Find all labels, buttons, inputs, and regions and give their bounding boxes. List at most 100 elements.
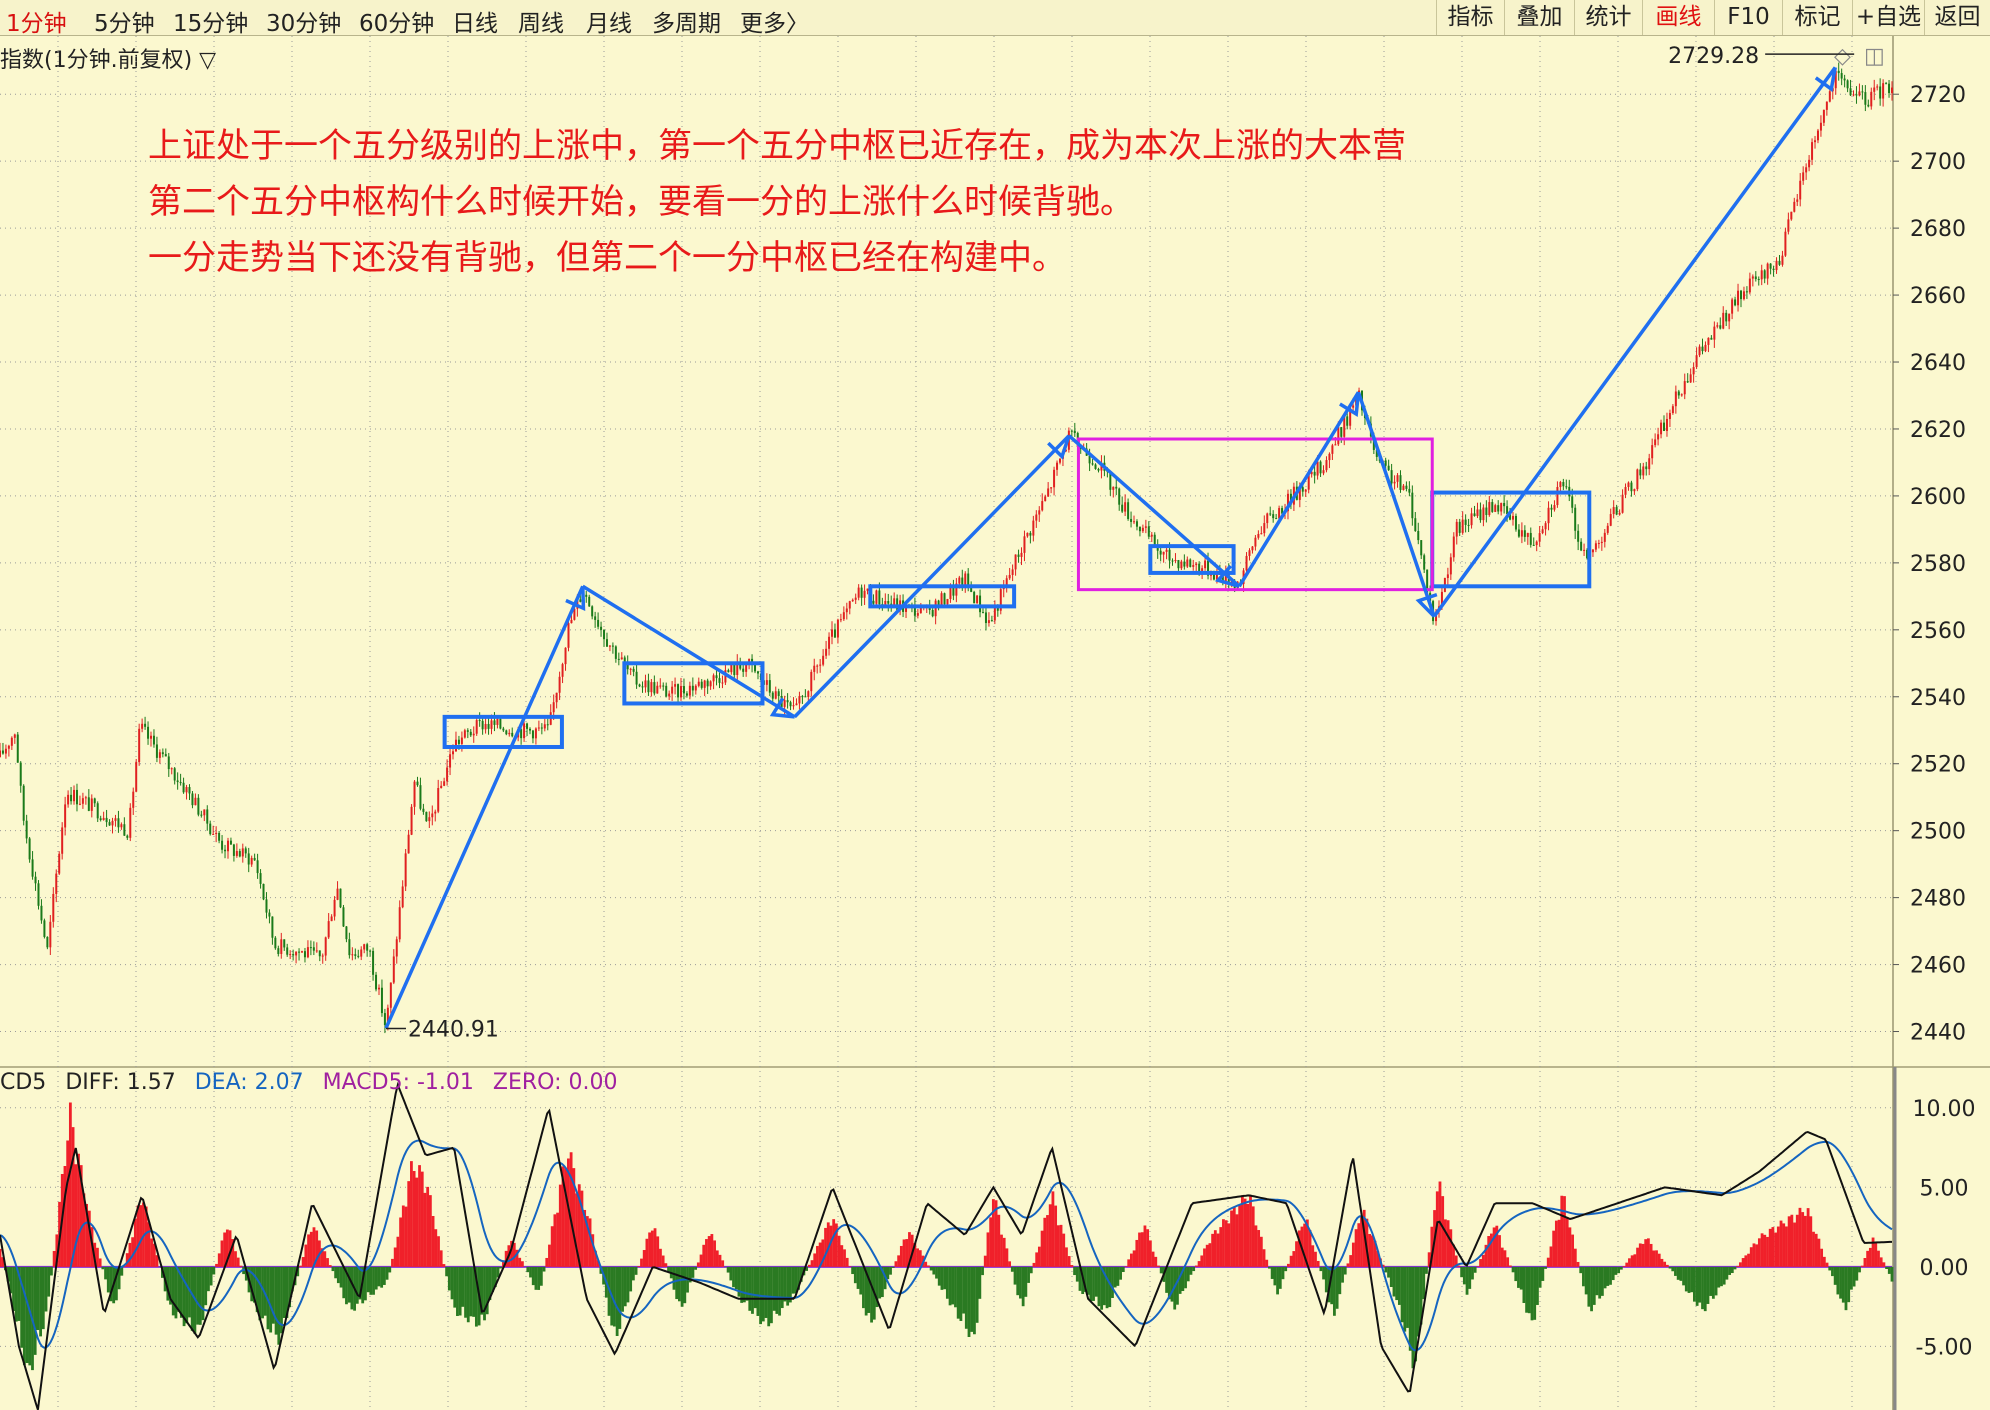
candle-body [226, 840, 229, 852]
timeframe-tab-9[interactable]: 多周期 [652, 11, 721, 37]
tool-button-4[interactable]: 画线 [1642, 0, 1714, 35]
timeframe-tab-7[interactable]: 周线 [518, 11, 564, 37]
candle-body [413, 781, 416, 807]
tool-button-3[interactable]: 统计 [1574, 0, 1642, 35]
candle-body [212, 833, 215, 835]
timeframe-tab-5[interactable]: 60分钟 [359, 11, 435, 37]
candle-body [1278, 508, 1281, 519]
one-min-pivot-box [622, 661, 765, 706]
candle-body [588, 596, 591, 607]
timeframe-tab-2[interactable]: 5分钟 [94, 11, 155, 37]
candle-body [1500, 503, 1503, 512]
candle-body [164, 754, 167, 757]
dea-value: DEA: 2.07 [194, 1070, 304, 1095]
candle-body [363, 944, 366, 950]
candle-body [1325, 460, 1328, 471]
price-tick-label: 2460 [1910, 954, 1966, 979]
candle-body [1855, 94, 1858, 96]
candle-body [591, 606, 594, 617]
price-tick-label: 2560 [1910, 619, 1966, 644]
timeframe-tab-4[interactable]: 30分钟 [266, 11, 342, 37]
candle-body [940, 593, 943, 607]
trend-line [384, 585, 585, 1029]
candle-body [1731, 299, 1734, 314]
candle-body [801, 696, 804, 698]
tool-button-5[interactable]: F10 [1714, 0, 1782, 35]
candle-body [1461, 519, 1464, 533]
tool-button-7[interactable]: +自选 [1852, 0, 1924, 35]
candle-body [836, 619, 839, 638]
candle-body [1514, 515, 1517, 530]
candle-body [1094, 464, 1097, 469]
candle-body [1, 750, 4, 754]
candle-body [703, 680, 706, 688]
candle-body [1298, 487, 1301, 500]
candle-body [623, 657, 626, 664]
price-tick-label: 2640 [1910, 351, 1966, 376]
candle-body [979, 595, 982, 613]
candle-body [1769, 263, 1772, 269]
candle-body [1612, 507, 1615, 515]
timeframe-tab-10[interactable]: 更多〉 [740, 11, 809, 37]
candle-body [292, 954, 295, 956]
candle-body [437, 788, 440, 812]
candle-body [1630, 482, 1633, 492]
tool-button-2[interactable]: 叠加 [1504, 0, 1574, 35]
candle-body [1491, 502, 1494, 512]
candle-body [1260, 533, 1263, 535]
main-chart-title[interactable]: 指数(1分钟.前复权) ▽ [0, 48, 217, 73]
candle-body [1577, 530, 1580, 542]
candle-body [617, 658, 620, 660]
candle-body [1485, 507, 1488, 515]
candle-body [931, 609, 934, 617]
candle-body [271, 916, 274, 938]
candle-body [484, 723, 487, 730]
tool-button-6[interactable]: 标记 [1782, 0, 1852, 35]
candle-body [1263, 523, 1266, 534]
candle-body [632, 668, 635, 672]
timeframe-tab-1[interactable]: 1分钟 [6, 11, 67, 37]
candle-body [241, 848, 244, 857]
candle-body [259, 873, 262, 884]
timeframe-tab-3[interactable]: 15分钟 [173, 11, 249, 37]
trend-line [1356, 391, 1436, 617]
candle-body [1053, 469, 1056, 488]
timeframe-tab-8[interactable]: 月线 [586, 11, 632, 37]
candle-body [1725, 312, 1728, 322]
candle-body [1716, 325, 1719, 327]
candle-body [1849, 88, 1852, 96]
trend-line [581, 584, 796, 719]
candle-body [1272, 514, 1275, 519]
candle-body [416, 781, 419, 786]
candle-body [120, 824, 123, 828]
diff-line [0, 1081, 1892, 1410]
candle-body [78, 803, 81, 805]
tool-button-1[interactable]: 指标 [1436, 0, 1504, 35]
candle-body [315, 950, 318, 952]
candle-body [650, 682, 653, 693]
candle-body [1417, 530, 1420, 541]
candle-body [1405, 485, 1408, 489]
candle-body [662, 685, 665, 687]
candle-body [182, 782, 185, 793]
candle-body [1663, 422, 1666, 432]
candle-body [321, 955, 324, 957]
candle-body [475, 720, 478, 734]
candle-body [1840, 73, 1843, 79]
candle-body [982, 612, 985, 614]
candle-body [1553, 505, 1556, 510]
candle-body [724, 670, 727, 683]
candle-body [1192, 565, 1195, 567]
price-tick-label: 2480 [1910, 887, 1966, 912]
candle-body [520, 729, 523, 739]
timeframe-tab-6[interactable]: 日线 [452, 11, 498, 37]
candle-body [756, 671, 759, 674]
tool-button-8[interactable]: 返回 [1924, 0, 1990, 35]
candle-body [792, 705, 795, 707]
candle-body [1819, 122, 1822, 131]
candle-body [1745, 291, 1748, 293]
split-icon[interactable]: ◫ [1864, 44, 1885, 69]
candle-body [478, 720, 481, 722]
candle-body [135, 762, 138, 792]
